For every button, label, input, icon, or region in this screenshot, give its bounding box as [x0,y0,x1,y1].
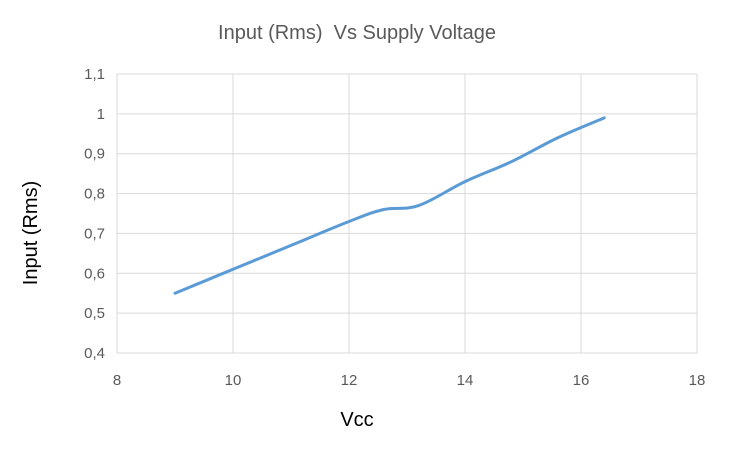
x-tick-label: 10 [225,372,242,389]
y-tick-label: 1 [97,106,105,123]
x-tick-label: 12 [341,372,358,389]
y-tick-label: 0,4 [84,345,105,362]
y-tick-label: 0,9 [84,146,105,163]
x-tick-label: 16 [573,372,590,389]
x-axis-title: Vcc [340,409,373,431]
series-line [173,116,606,295]
grid [116,73,698,354]
chart-title: Input (Rms) Vs Supply Voltage [218,22,496,44]
x-tick-label: 18 [689,372,706,389]
x-tick-label: 14 [457,372,474,389]
y-tick-label: 0,7 [84,225,105,242]
x-tick-label: 8 [113,372,121,389]
y-tick-label: 0,6 [84,265,105,282]
x-axis-ticks: 8 10 12 14 16 18 [113,372,706,389]
y-tick-label: 0,8 [84,186,105,203]
plot-area [173,116,606,295]
y-axis-title: Input (Rms) [20,181,42,285]
y-tick-label: 1,1 [84,66,105,83]
y-tick-label: 0,5 [84,305,105,322]
y-axis-ticks: 0,4 0,5 0,6 0,7 0,8 0,9 1 1,1 [84,66,105,362]
